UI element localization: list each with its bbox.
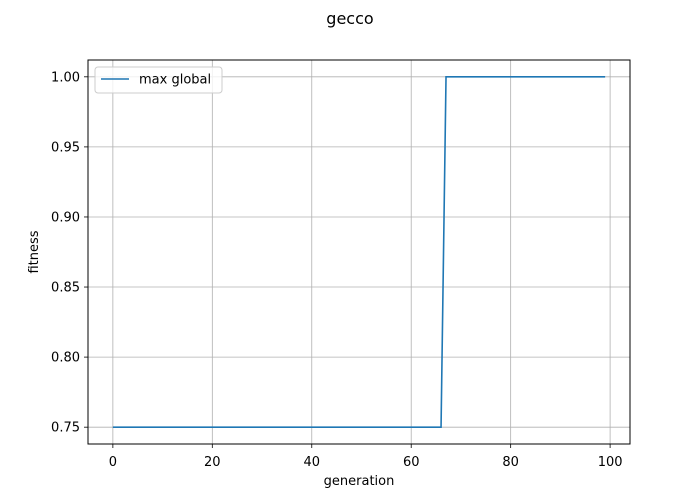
x-tick-label: 20 [204,455,221,470]
series-layer [112,76,606,428]
legend-label-max-global: max global [139,73,211,88]
x-axis-ticks: 0 20 40 60 80 100 [109,444,623,470]
x-tick-label: 100 [598,455,623,470]
y-tick-label: 0.75 [51,421,80,436]
plot-frame [87,59,631,445]
legend: max global [94,66,223,94]
series-line-max-global [112,76,606,428]
x-tick-label: 60 [403,455,420,470]
chart-title: gecco [326,9,373,28]
y-tick-label: 0.95 [51,140,80,155]
y-axis-label: fitness [27,230,42,273]
x-axis-label: generation [324,474,395,489]
y-tick-label: 0.90 [51,210,80,225]
x-tick-label: 0 [109,455,117,470]
y-tick-label: 1.00 [51,70,80,85]
legend-box [94,66,223,94]
y-tick-label: 0.85 [51,281,80,296]
x-tick-label: 40 [303,455,320,470]
x-gridlines [112,60,611,444]
y-axis-ticks: 0.75 0.80 0.85 0.90 0.95 1.00 [51,70,88,436]
y-tick-label: 0.80 [51,351,80,366]
x-tick-label: 80 [502,455,519,470]
